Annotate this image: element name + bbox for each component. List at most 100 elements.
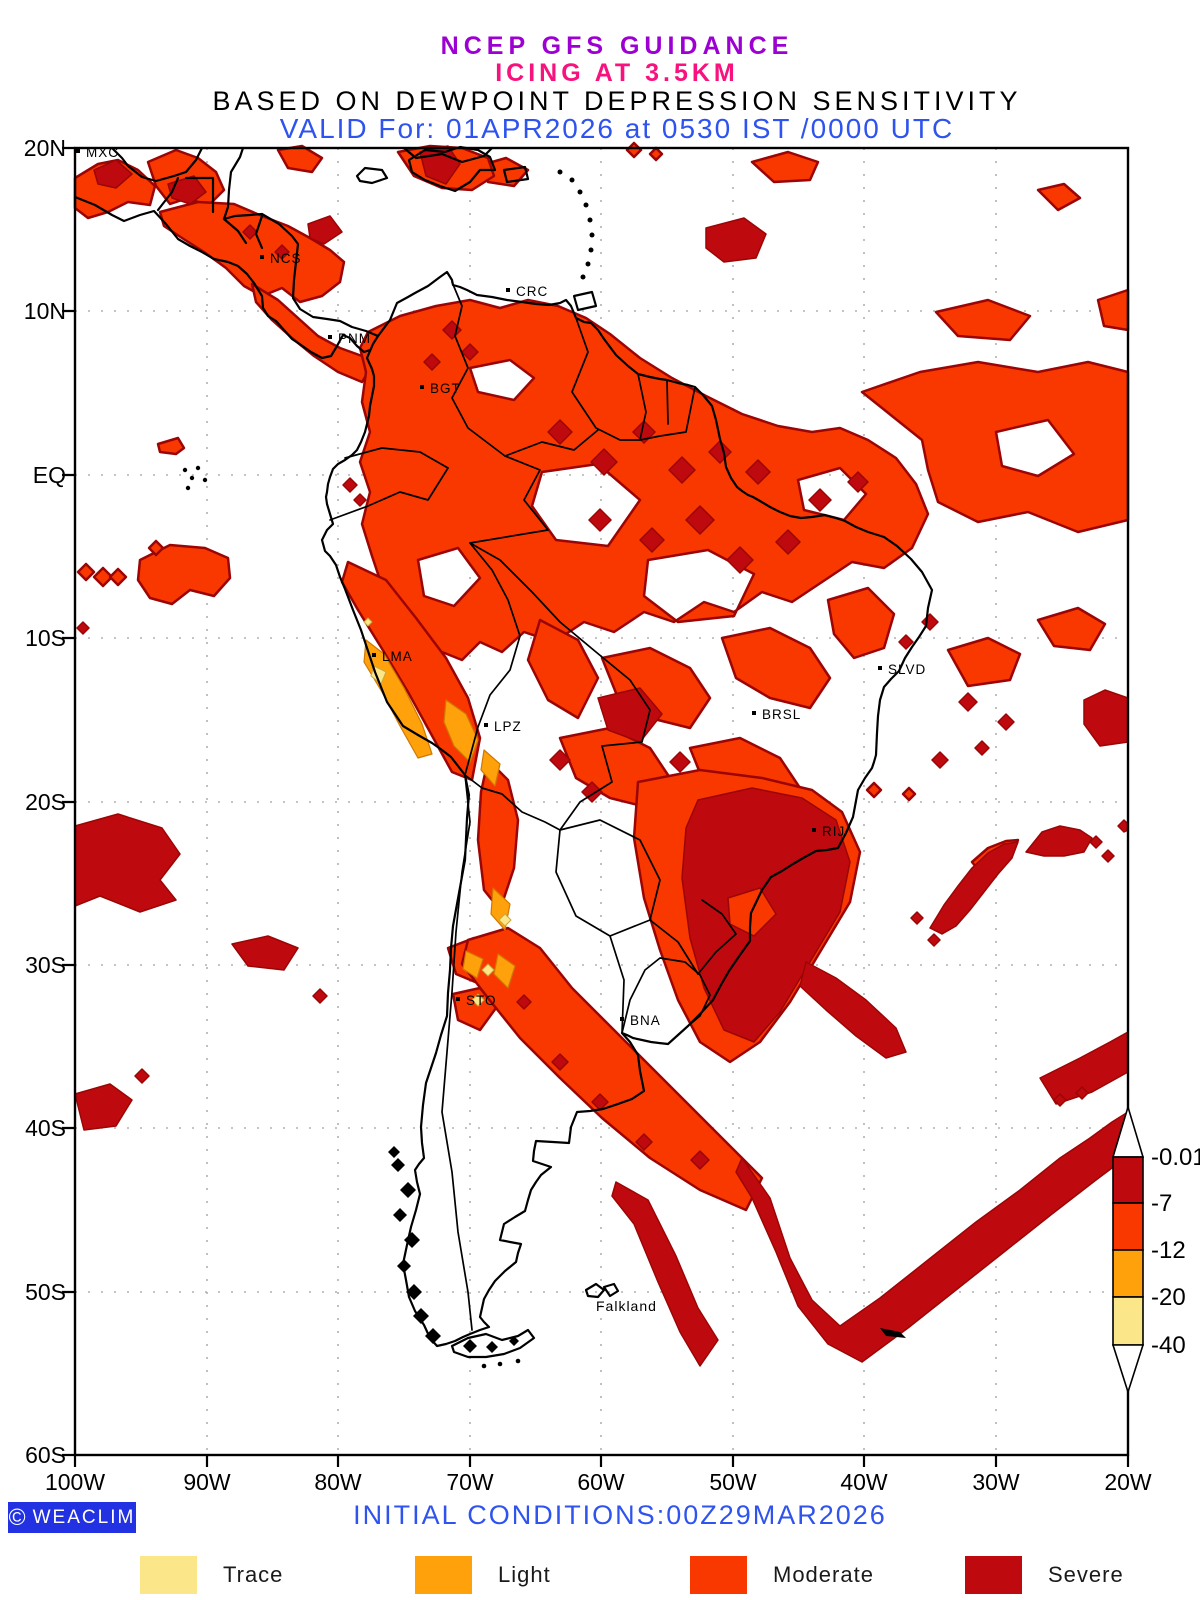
map-shape <box>358 298 930 664</box>
city-label: RIJ <box>822 824 845 839</box>
map-shape <box>363 617 373 627</box>
map-shape <box>312 988 328 1004</box>
map-shape <box>481 1363 487 1369</box>
map-shape <box>588 247 594 253</box>
lon-label: 50W <box>709 1469 757 1495</box>
map-shape <box>1025 825 1093 857</box>
map-shape <box>464 542 521 776</box>
city-dot <box>372 653 376 657</box>
country-borders <box>329 281 737 1331</box>
city-label: BGT <box>430 381 461 396</box>
lat-label: EQ <box>33 462 66 488</box>
map-shape <box>880 1328 906 1338</box>
map-shape <box>745 459 771 485</box>
map-shape <box>571 317 696 441</box>
map-shape <box>635 1133 653 1151</box>
map-frame <box>62 146 1130 1467</box>
map-shape <box>469 542 561 623</box>
legend-item-moderate: Moderate <box>690 1556 874 1594</box>
map-shape <box>526 618 600 720</box>
lon-label: 20W <box>1104 1469 1152 1495</box>
city-dot <box>620 1017 624 1021</box>
map-shape <box>639 527 665 553</box>
colorbar-arrow-down <box>1111 1344 1145 1395</box>
map-shape <box>726 546 754 574</box>
map-shape <box>156 176 264 250</box>
map-shape <box>621 957 711 1034</box>
map-shape <box>462 950 484 979</box>
map-shape <box>231 935 299 971</box>
map-shape <box>515 1358 521 1364</box>
initial-conditions-line: INITIAL CONDITIONS:00Z29MAR2026 <box>353 1500 887 1530</box>
map-shape <box>1117 819 1129 833</box>
city-dot <box>506 288 510 292</box>
map-shape <box>910 911 924 925</box>
map-shape <box>274 244 290 260</box>
map-shape <box>516 994 532 1010</box>
map-shape <box>929 841 1019 935</box>
map-shape <box>493 953 516 989</box>
map-shape <box>451 986 498 1032</box>
map-shape <box>685 505 715 535</box>
island-label: Falkland <box>596 1298 657 1314</box>
map-shape <box>549 749 571 771</box>
map-shape <box>577 189 583 195</box>
map-shape <box>1101 849 1115 863</box>
map-shape <box>344 447 449 469</box>
map-shape <box>74 1083 133 1131</box>
map-shape <box>461 343 479 361</box>
legend-item-severe: Severe <box>965 1556 1124 1594</box>
map-shape <box>901 786 917 802</box>
map-shape <box>76 621 90 635</box>
map-shape <box>668 456 696 484</box>
map-shape <box>585 261 591 267</box>
map-shape <box>557 169 563 175</box>
city-label: CRC <box>516 284 548 299</box>
map-shape <box>1083 689 1129 747</box>
map-shape <box>588 508 612 532</box>
map-shape <box>407 145 497 193</box>
map-shape <box>997 713 1015 731</box>
map-shape <box>497 1361 503 1367</box>
lat-label: 10S <box>25 625 66 651</box>
lon-label: 30W <box>972 1469 1020 1495</box>
weaclim-logo: © WEACLIM <box>8 1502 136 1533</box>
map-shape <box>735 1111 1129 1363</box>
map-shape <box>946 636 1022 688</box>
city-dot <box>260 255 264 259</box>
axis-labels: 20N 10N EQ 10S 20S 30S 40S 50S 60S 100W … <box>24 135 1152 1495</box>
map-shape <box>202 477 208 483</box>
map-shape <box>110 146 204 183</box>
severe-swatch <box>965 1556 1022 1594</box>
coastlines <box>73 145 934 1359</box>
map-shape <box>808 488 832 512</box>
legend-label: Moderate <box>773 1562 874 1587</box>
lon-label: 90W <box>183 1469 231 1495</box>
map-shape <box>451 281 506 457</box>
lat-label: 40S <box>25 1115 66 1141</box>
map-shape <box>547 419 573 445</box>
map-shape <box>580 274 586 280</box>
lat-label: 20N <box>24 135 66 161</box>
lon-label: 80W <box>314 1469 362 1495</box>
map-shape <box>584 1282 620 1299</box>
map-shape <box>443 699 479 763</box>
lon-label: 60W <box>577 1469 625 1495</box>
map-shape <box>590 448 618 476</box>
chart-title: NCEP GFS GUIDANCE <box>440 32 794 60</box>
map-shape <box>898 634 914 650</box>
map-shape <box>609 919 699 1034</box>
city-dot <box>812 828 816 832</box>
city-label: SLVD <box>888 662 926 677</box>
map-shape <box>705 217 767 263</box>
legend-label: Light <box>498 1562 551 1587</box>
city-label: BRSL <box>762 707 801 722</box>
map-shape <box>720 626 832 710</box>
lon-label: 100W <box>45 1469 105 1495</box>
lat-label: 10N <box>24 298 66 324</box>
map-shape <box>480 749 501 787</box>
legend-item-trace: Trace <box>140 1556 283 1594</box>
lon-label: 40W <box>840 1469 888 1495</box>
map-shape <box>934 298 1032 342</box>
